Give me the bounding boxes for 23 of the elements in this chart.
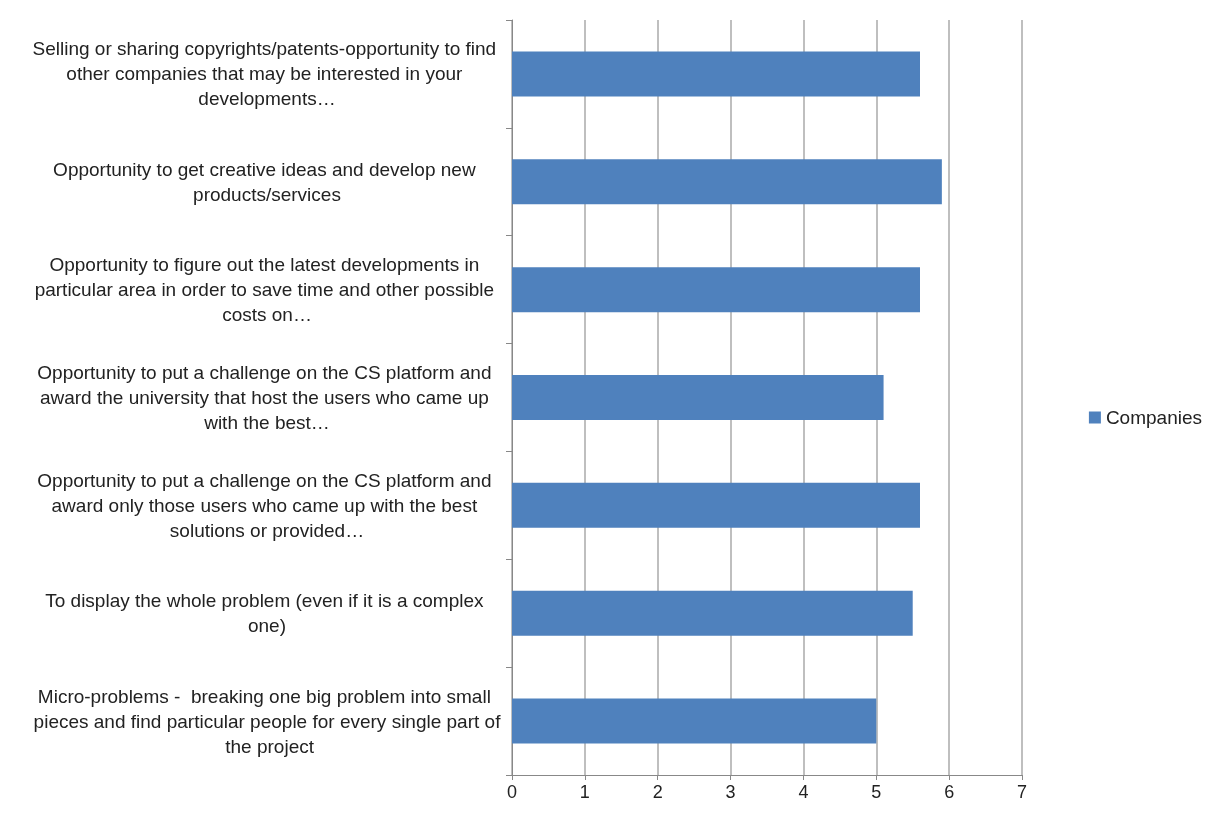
y-tick-label: Micro-problems - breaking one big problem into small pieces and find particular people for every single part of the project bbox=[33, 685, 502, 757]
y-tick-label: Opportunity to get creative ideas and develop new products/services bbox=[53, 158, 481, 205]
x-tick-label: 6 bbox=[944, 782, 955, 802]
bar bbox=[512, 51, 920, 97]
x-tick-label: 7 bbox=[1016, 782, 1028, 802]
legend-label: Companies bbox=[1105, 407, 1203, 428]
x-tick-label: 1 bbox=[579, 782, 590, 802]
y-tick-label: Opportunity to figure out the latest developments in particular area in order to save time and other possible costs on… bbox=[34, 254, 500, 326]
bar bbox=[512, 482, 920, 528]
y-tick-label: Selling or sharing copyrights/patents-opportunity to find other companies that may be interested in your developments… bbox=[32, 38, 502, 110]
bar bbox=[512, 590, 913, 636]
x-tick-label: 0 bbox=[506, 782, 518, 802]
x-tick-label: 4 bbox=[798, 782, 809, 802]
y-tick-label: Opportunity to put a challenge on the CS platform and award the university that host the users who came up with the best… bbox=[37, 362, 497, 433]
bar bbox=[512, 267, 920, 313]
x-tick-label: 2 bbox=[652, 782, 663, 802]
x-tick-label: 3 bbox=[725, 782, 736, 802]
bar bbox=[512, 698, 877, 744]
bar bbox=[512, 159, 942, 205]
y-tick-label: Opportunity to put a challenge on the CS platform and award only those users who came up with the best solutions or provided… bbox=[37, 469, 497, 541]
bar bbox=[512, 375, 884, 420]
x-tick-label: 5 bbox=[871, 782, 882, 802]
y-tick-label: To display the whole problem (even if it is a complex one) bbox=[45, 590, 489, 637]
